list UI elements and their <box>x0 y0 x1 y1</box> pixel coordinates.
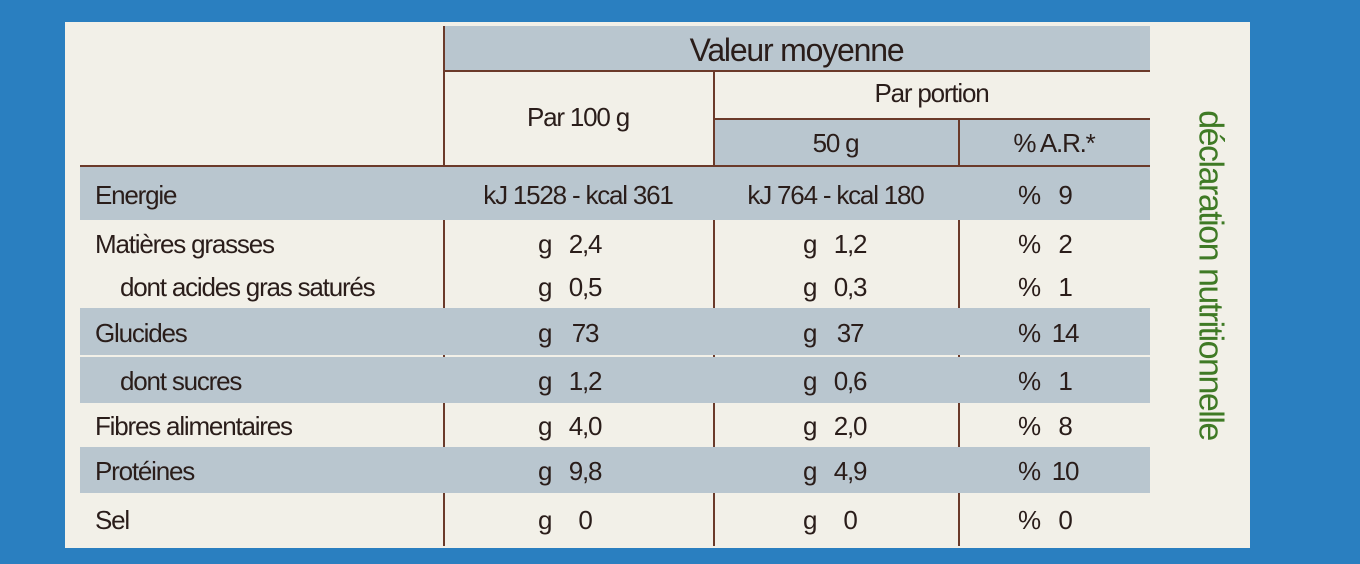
column-header: % A.R.* <box>1013 128 1095 158</box>
cell-unit: % <box>1018 317 1041 348</box>
cell-unit: % <box>1018 504 1041 535</box>
row-shade <box>80 357 1150 403</box>
cell-unit: g <box>803 504 817 535</box>
cell-unit: g <box>538 411 552 441</box>
cell-unit: g <box>803 229 817 259</box>
cell-value: 14 <box>1051 317 1080 348</box>
cell-unit: g <box>538 229 552 259</box>
cell-unit: % <box>1018 272 1041 302</box>
cell-value: 4,0 <box>568 411 603 441</box>
cell-value: 9 <box>1058 179 1072 210</box>
cell-value: 2,0 <box>833 411 868 441</box>
cell-value: 37 <box>836 317 865 348</box>
row-label: Glucides <box>95 317 188 348</box>
side-text: déclaration nutritionnelle <box>1191 110 1230 440</box>
cell-unit: g <box>803 272 817 302</box>
row-shade <box>80 308 1150 355</box>
cell-value: 73 <box>571 317 600 348</box>
rule <box>80 165 1150 167</box>
cell-value: kJ 764 - kcal 180 <box>747 179 924 210</box>
column-header: 50 g <box>812 128 860 158</box>
column-header: Par 100 g <box>527 102 630 132</box>
header-title: Valeur moyenne <box>689 32 905 68</box>
column-header: Par portion <box>874 78 990 108</box>
cell-value: 10 <box>1051 456 1080 486</box>
rule <box>713 118 1150 120</box>
cell-unit: g <box>538 456 552 486</box>
cell-unit: g <box>538 317 552 348</box>
cell-unit: g <box>538 272 552 302</box>
cell-value: 9,8 <box>568 456 603 486</box>
cell-value: 8 <box>1058 411 1072 441</box>
cell-value: 0,3 <box>833 272 868 302</box>
cell-unit: g <box>803 366 817 396</box>
cell-unit: g <box>803 411 817 441</box>
cell-value: 0 <box>578 504 592 535</box>
row-label: dont sucres <box>120 366 242 396</box>
cell-unit: g <box>803 456 817 486</box>
cell-value: 1 <box>1058 272 1072 302</box>
rule <box>443 70 1150 72</box>
cell-unit: g <box>803 317 817 348</box>
cell-value: 1,2 <box>833 229 868 259</box>
cell-value: 0,5 <box>568 272 603 302</box>
cell-value: 0 <box>1058 504 1072 535</box>
row-label: Matières grasses <box>95 229 275 259</box>
cell-unit: g <box>538 504 552 535</box>
row-shade <box>80 447 1150 493</box>
cell-value: kJ 1528 - kcal 361 <box>483 179 674 210</box>
row-label: Protéines <box>95 456 195 486</box>
row-label: dont acides gras saturés <box>120 272 376 302</box>
cell-value: 1,2 <box>568 366 603 396</box>
cell-value: 4,9 <box>833 456 868 486</box>
header-shade <box>443 26 1150 70</box>
header-shade <box>713 120 1150 165</box>
cell-unit: % <box>1018 179 1041 210</box>
cell-value: 0 <box>843 504 857 535</box>
cell-value: 2 <box>1058 229 1072 259</box>
row-label: Sel <box>95 504 130 535</box>
cell-unit: g <box>538 366 552 396</box>
row-label: Fibres alimentaires <box>95 411 293 441</box>
cell-unit: % <box>1018 366 1041 396</box>
row-shade <box>80 167 1150 220</box>
rule <box>443 26 445 546</box>
cell-unit: % <box>1018 229 1041 259</box>
cell-value: 0,6 <box>833 366 868 396</box>
cell-unit: % <box>1018 456 1041 486</box>
cell-value: 2,4 <box>568 229 603 259</box>
cell-unit: % <box>1018 411 1041 441</box>
cell-value: 1 <box>1058 366 1072 396</box>
row-label: Energie <box>95 179 177 210</box>
